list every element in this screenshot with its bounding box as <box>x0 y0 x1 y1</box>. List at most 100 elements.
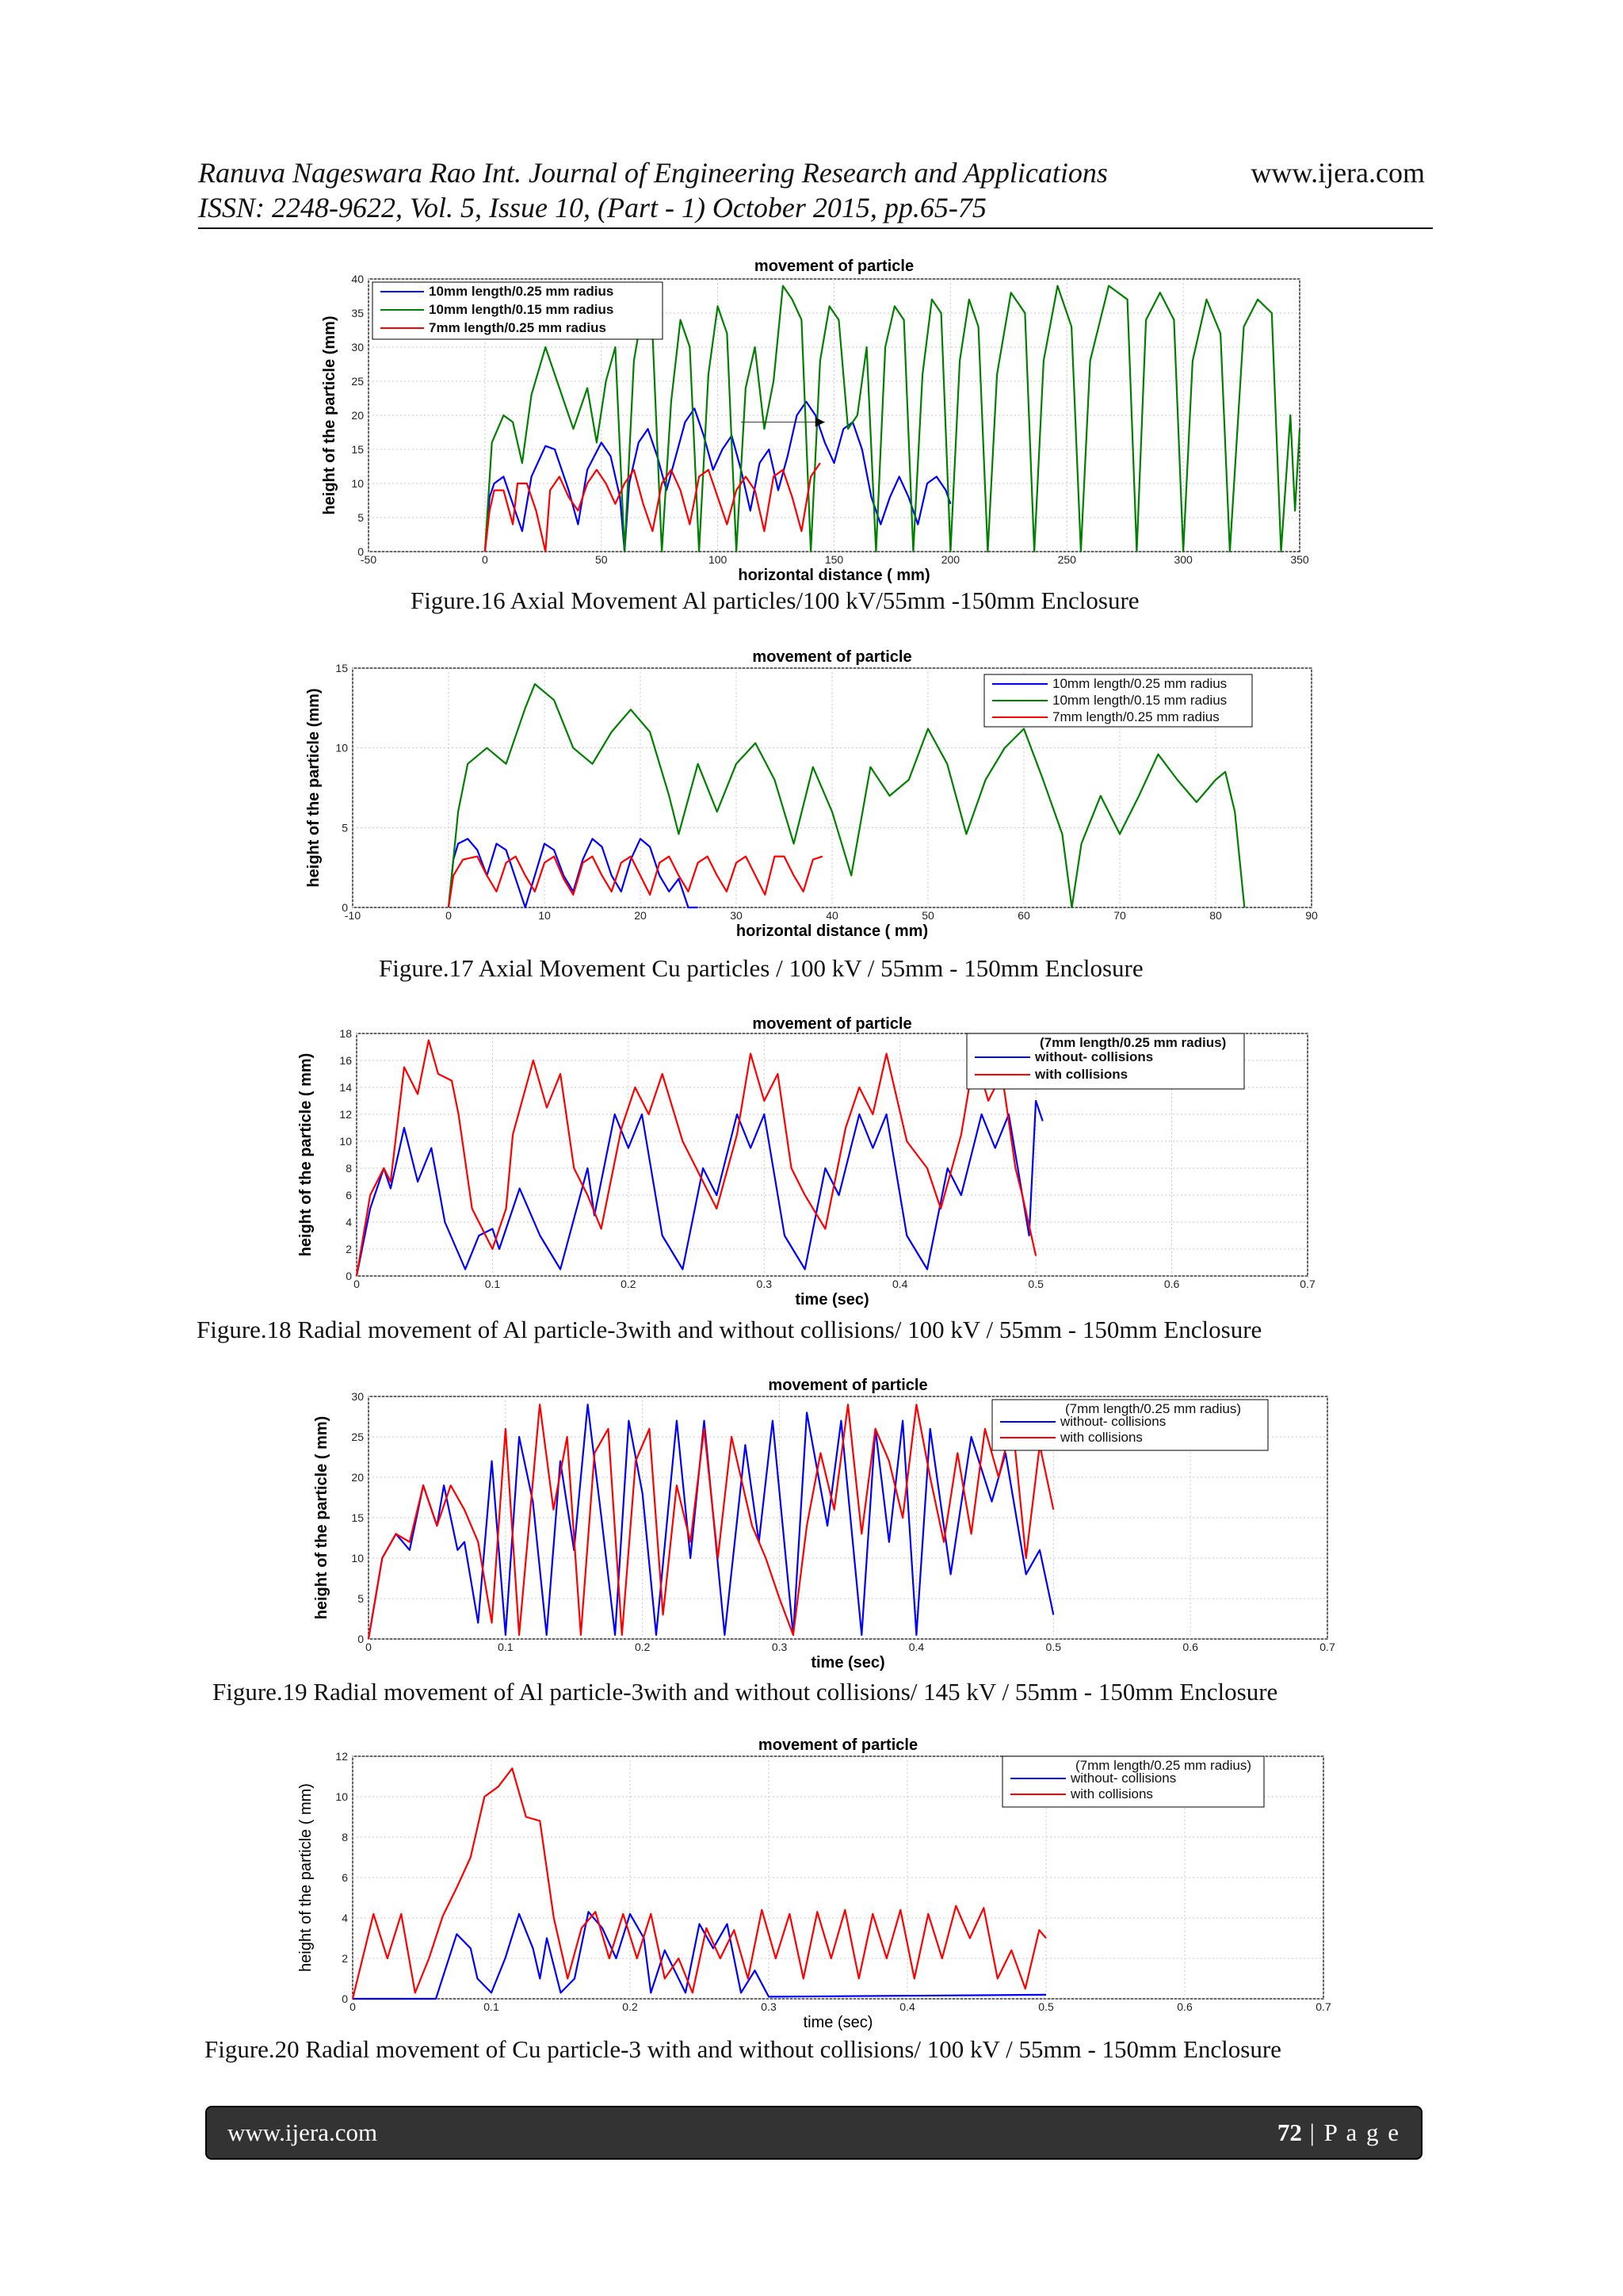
legend-entry-green: 10mm length/0.15 mm radius <box>1052 693 1227 708</box>
x-tick-label: 0.4 <box>899 2000 915 2013</box>
x-axis-label: horizontal distance ( mm) <box>738 567 930 584</box>
series-line-red <box>483 462 821 553</box>
figure-20-chart: 0 0.1 0.2 0.3 0.4 0.5 0.6 0.7 0 2 4 6 8 10 12 movement … <box>297 1736 1331 2031</box>
figure-18-chart: 0 0.1 0.2 0.3 0.4 0.5 0.6 0.7 0 2 4 6 8 10 12 14 16 18 mov… <box>297 1015 1316 1308</box>
legend-entry-red: 7mm length/0.25 mm radius <box>429 320 606 335</box>
footer-page: 72 | P a g e <box>1277 2118 1400 2147</box>
x-tick-label: 150 <box>825 553 844 566</box>
y-axis-label: height of the particle ( mm) <box>313 1416 330 1620</box>
x-tick-label: 10 <box>538 909 551 922</box>
legend-entry-blue: without- collisions <box>1070 1771 1176 1786</box>
figure-18: 0 0.1 0.2 0.3 0.4 0.5 0.6 0.7 0 2 4 6 8 10 12 14 16 18 mov… <box>293 1014 1323 1312</box>
y-tick-label: 10 <box>339 1135 352 1148</box>
caption-figure-16: Figure.16 Axial Movement Al particles/10… <box>411 586 1140 614</box>
figure-17: -10 0 10 20 30 40 50 60 70 80 90 0 5 10 15 movement of … <box>301 646 1331 957</box>
y-tick-label: 0 <box>346 1270 352 1282</box>
x-tick-label: -50 <box>361 553 376 566</box>
y-tick-label: 16 <box>339 1054 352 1067</box>
y-tick-label: 20 <box>351 409 364 422</box>
x-tick-label: 0.2 <box>621 1278 636 1290</box>
legend-box <box>1002 1755 1265 1808</box>
y-tick-label: 0 <box>357 1633 364 1645</box>
x-tick-label: 250 <box>1058 553 1077 566</box>
legend-entry-blue: without- collisions <box>1034 1049 1153 1064</box>
x-axis-label: time (sec) <box>804 2014 873 2031</box>
legend-entry-blue: 10mm length/0.25 mm radius <box>1052 676 1227 691</box>
series-line-red <box>447 855 823 908</box>
chart-title: movement of particle <box>758 1736 918 1754</box>
x-tick-label: 0.1 <box>498 1641 514 1653</box>
x-tick-label: -10 <box>345 909 361 922</box>
y-tick-label: 4 <box>346 1216 352 1228</box>
x-tick-label: 0.7 <box>1319 1641 1335 1653</box>
running-header-journal: Ranuva Nageswara Rao Int. Journal of Eng… <box>198 155 1425 190</box>
x-tick-label: 0.5 <box>1046 1641 1062 1653</box>
x-axis-label: time (sec) <box>795 1291 869 1308</box>
y-tick-label: 2 <box>346 1243 352 1255</box>
x-tick-label: 0.3 <box>772 1641 788 1653</box>
series-line-blue <box>367 1404 1055 1640</box>
series-line-blue <box>353 1911 1047 2000</box>
x-tick-label: 90 <box>1305 909 1318 922</box>
legend-entry-red: with collisions <box>1060 1430 1143 1445</box>
journal-url[interactable]: www.ijera.com <box>1251 157 1425 189</box>
x-tick-label: 300 <box>1174 553 1193 566</box>
series-line-red <box>355 1039 1037 1277</box>
y-tick-label: 10 <box>351 1552 364 1564</box>
y-tick-label: 0 <box>342 1992 348 2005</box>
legend-entry-red: with collisions <box>1034 1067 1128 1082</box>
y-tick-label: 25 <box>351 375 364 388</box>
x-tick-label: 70 <box>1113 909 1126 922</box>
y-tick-label: 10 <box>351 477 364 490</box>
x-tick-label: 0 <box>365 1641 372 1653</box>
figure-16-chart: -50 0 50 100 150 200 250 300 3500510152025303540… <box>321 258 1309 584</box>
x-tick-label: 0.4 <box>892 1278 908 1290</box>
y-axis-label: height of the particle ( mm) <box>297 1783 315 1972</box>
legend-entry-blue: without- collisions <box>1060 1414 1166 1429</box>
y-tick-label: 20 <box>351 1471 364 1484</box>
caption-figure-19: Figure.19 Radial movement of Al particle… <box>212 1678 1278 1706</box>
series-line-blue <box>355 1099 1044 1277</box>
chart-title: movement of particle <box>768 1377 927 1394</box>
y-tick-label: 10 <box>335 1790 348 1803</box>
footer-url[interactable]: www.ijera.com <box>227 2118 378 2146</box>
figure-19: 0 0.1 0.2 0.3 0.4 0.5 0.6 0.7 0 5 10 15 20 25 30 moveme… <box>309 1376 1339 1677</box>
y-tick-label: 2 <box>342 1952 348 1965</box>
chart-title: movement of particle <box>754 258 914 275</box>
chart-title: movement of particle <box>752 1015 911 1033</box>
x-tick-label: 30 <box>730 909 743 922</box>
legend-header: (7mm length/0.25 mm radius) <box>1075 1758 1251 1773</box>
y-tick-label: 0 <box>342 901 348 914</box>
x-tick-label: 0.6 <box>1177 2000 1193 2013</box>
legend-box <box>966 1033 1245 1090</box>
series-line-blue <box>447 838 698 909</box>
x-axis-label: time (sec) <box>811 1654 884 1671</box>
x-tick-label: 0 <box>445 909 452 922</box>
legend-header: (7mm length/0.25 mm radius) <box>1065 1401 1241 1416</box>
caption-figure-20: Figure.20 Radial movement of Cu particle… <box>204 2035 1281 2063</box>
y-axis-label: height of the particle (mm) <box>305 688 323 887</box>
legend-entry-blue: 10mm length/0.25 mm radius <box>429 284 613 299</box>
series-line-blue <box>483 400 952 553</box>
x-tick-label: 0.6 <box>1164 1278 1180 1290</box>
x-tick-label: 0.3 <box>761 2000 777 2013</box>
y-tick-label: 6 <box>346 1189 352 1201</box>
y-axis-label: height of the particle (mm) <box>321 315 338 514</box>
x-tick-label: 50 <box>595 553 608 566</box>
y-tick-label: 15 <box>351 1511 364 1524</box>
series-line-green <box>447 682 1246 909</box>
page-footer: www.ijera.com 72 | P a g e <box>205 2106 1423 2160</box>
x-tick-label: 0.1 <box>483 2000 499 2013</box>
x-tick-label: 0.4 <box>909 1641 925 1653</box>
caption-figure-18: Figure.18 Radial movement of Al particle… <box>197 1316 1262 1343</box>
series-line-red <box>351 1767 1047 2000</box>
legend-entry-red: with collisions <box>1070 1786 1153 1801</box>
y-tick-label: 15 <box>335 662 348 674</box>
y-tick-label: 10 <box>335 742 348 755</box>
y-tick-label: 40 <box>351 273 364 285</box>
x-tick-label: 50 <box>922 909 934 922</box>
x-tick-label: 0 <box>349 2000 356 2013</box>
y-tick-label: 14 <box>339 1081 352 1094</box>
y-tick-label: 5 <box>342 821 348 834</box>
y-tick-label: 4 <box>342 1912 348 1924</box>
